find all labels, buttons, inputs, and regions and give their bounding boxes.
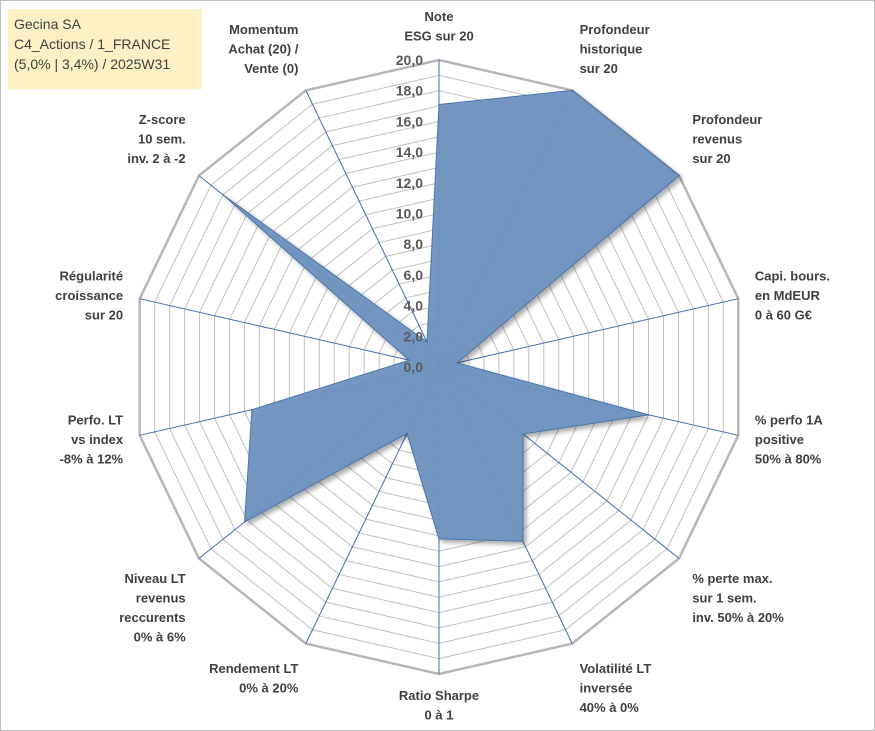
axis-label-14: Momentum Achat (20) / Vente (0) — [228, 22, 298, 76]
axis-label-2: Profondeur historique sur 20 — [580, 22, 650, 76]
radar-data-point — [243, 521, 246, 523]
axis-label-10: Niveau LT revenus reccurents 0% à 6% — [119, 571, 186, 645]
radar-data-point — [678, 174, 680, 177]
radar-data-point — [438, 538, 440, 540]
axis-label-line: Capi. bours. — [755, 268, 830, 283]
axis-label-11: Perfo. LT vs index -8% à 12% — [60, 413, 124, 467]
axis-label-line: historique — [580, 42, 643, 57]
radar-data-point — [251, 408, 253, 411]
axis-label-line: 0% à 20% — [239, 680, 299, 695]
axis-label-line: inversée — [580, 680, 633, 695]
axis-label-line: % perte max. — [692, 571, 772, 586]
axis-label-line: Vente (0) — [244, 61, 298, 76]
axis-label-3: Profondeur revenus sur 20 — [692, 112, 762, 166]
radar-data-point — [222, 193, 224, 196]
axis-label-line: sur 1 sem. — [692, 591, 756, 606]
radar-data-point — [426, 341, 428, 343]
chart-title-box: Gecina SA C4_Actions / 1_FRANCE (5,0% | … — [8, 9, 202, 89]
axis-label-line: 0 à 1 — [425, 708, 454, 723]
axis-label-line: Volatilité LT — [580, 661, 652, 676]
radial-tick-label: 14,0 — [396, 144, 423, 160]
title-category: C4_Actions / 1_FRANCE — [14, 36, 171, 52]
axis-label-line: -8% à 12% — [60, 452, 124, 467]
axis-label-line: sur 20 — [85, 307, 123, 322]
radial-tick-label: 12,0 — [396, 175, 423, 191]
radar-data-point — [522, 540, 524, 543]
axis-label-line: croissance — [55, 288, 123, 303]
radial-tick-label: 20,0 — [396, 52, 423, 68]
radar-spoke — [305, 90, 440, 368]
radial-tick-label: 8,0 — [404, 236, 424, 252]
axis-label-line: Niveau LT — [125, 571, 186, 586]
radar-spoke — [139, 298, 440, 368]
axis-label-line: ESG sur 20 — [404, 29, 473, 44]
radar-data-point — [406, 432, 408, 435]
radar-data-point — [647, 414, 650, 416]
radar-data-point — [408, 359, 410, 361]
radial-tick-label: 2,0 — [404, 328, 424, 344]
axis-label-line: 50% à 80% — [755, 452, 822, 467]
title-company: Gecina SA — [14, 16, 81, 32]
axis-label-line: inv. 50% à 20% — [692, 610, 784, 625]
axis-label-line: Ratio Sharpe — [399, 688, 479, 703]
axis-label-line: Z-score — [139, 112, 186, 127]
radar-data-point — [522, 433, 524, 435]
axis-label-line: Profondeur — [692, 112, 762, 127]
axis-label-line: Achat (20) / — [228, 42, 298, 57]
axis-label-6: % perte max. sur 1 sem. inv. 50% à 20% — [692, 571, 784, 625]
axis-label-line: 0 à 60 G€ — [755, 307, 812, 322]
radar-data-point — [456, 362, 458, 364]
axis-label-4: Capi. bours. en MdEUR 0 à 60 G€ — [755, 268, 830, 322]
axis-label-line: Régularité — [60, 268, 124, 283]
axis-label-line: Perfo. LT — [68, 413, 123, 428]
axis-label-line: sur 20 — [692, 151, 730, 166]
title-stats: (5,0% | 3,4%) / 2025W31 — [14, 56, 171, 72]
axis-label-8: Ratio Sharpe 0 à 1 — [399, 688, 479, 723]
axis-label-line: Profondeur — [580, 22, 650, 37]
radial-tick-label: 6,0 — [404, 267, 424, 283]
axis-label-9: Rendement LT 0% à 20% — [209, 661, 299, 696]
radial-tick-label: 10,0 — [396, 206, 423, 222]
radial-tick-label: 16,0 — [396, 113, 423, 129]
axis-label-line: inv. 2 à -2 — [127, 151, 185, 166]
axis-label-line: Note — [425, 9, 454, 24]
axis-label-line: Momentum — [229, 22, 298, 37]
axis-label-line: vs index — [71, 432, 124, 447]
axis-label-line: en MdEUR — [755, 288, 821, 303]
axis-label-line: Rendement LT — [209, 661, 298, 676]
axis-labels: Note ESG sur 20 Profondeur historique sur 20… — [55, 9, 830, 723]
radial-tick-label: 4,0 — [404, 298, 424, 314]
axis-label-1: Note ESG sur 20 — [404, 9, 473, 44]
radar-series-area — [222, 89, 680, 542]
radar-data-point — [438, 103, 440, 106]
axis-label-line: 40% à 0% — [580, 700, 640, 715]
axis-label-line: 10 sem. — [138, 131, 186, 146]
radar-series — [222, 89, 680, 543]
radial-tick-labels: 0,0 2,0 4,0 6,0 8,0 10,0 12,0 14,0 16,0 18,0 20,0 — [396, 52, 423, 375]
axis-label-line: revenus — [692, 131, 742, 146]
radial-tick-label: 0,0 — [404, 359, 424, 375]
radial-tick-label: 18,0 — [396, 83, 423, 99]
axis-label-line: positive — [755, 432, 804, 447]
axis-label-7: Volatilité LT inversée 40% à 0% — [580, 661, 652, 715]
axis-label-line: % perfo 1A — [755, 413, 824, 428]
axis-label-line: revenus — [136, 591, 186, 606]
axis-label-line: 0% à 6% — [134, 630, 186, 645]
axis-label-12: Régularité croissance sur 20 — [55, 268, 123, 322]
radar-data-point — [571, 89, 574, 92]
axis-label-line: reccurents — [119, 610, 185, 625]
axis-label-line: sur 20 — [580, 61, 618, 76]
radar-spoke — [438, 298, 739, 368]
axis-label-13: Z-score 10 sem. inv. 2 à -2 — [127, 112, 185, 166]
axis-label-5: % perfo 1A positive 50% à 80% — [755, 413, 824, 467]
